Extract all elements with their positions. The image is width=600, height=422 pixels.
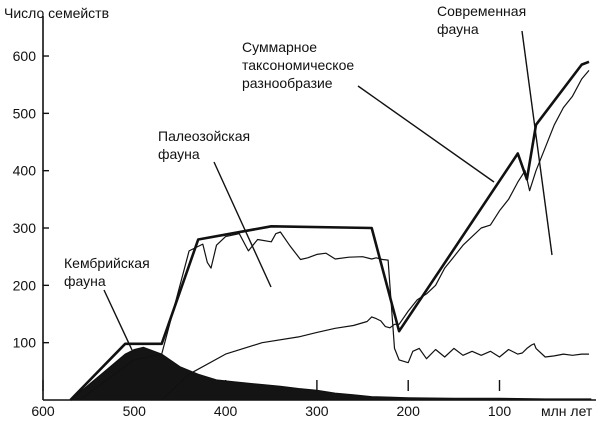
annotation-line: таксономическое (242, 57, 354, 73)
annotation-line: Современная (437, 3, 526, 19)
series-paleozoic-line (79, 231, 589, 401)
annotation-line: фауна (64, 273, 106, 289)
annotation-line: Палеозойская (158, 128, 250, 144)
y-tick-label: 100 (13, 335, 37, 351)
x-tick-label: 600 (31, 403, 55, 419)
annotation-line: Кембрийская (64, 255, 150, 271)
x-tick-label: 400 (214, 403, 238, 419)
y-tick-label: 200 (13, 277, 37, 293)
series-modern-line (161, 70, 590, 401)
y-tick-label: 300 (13, 220, 37, 236)
annotation-line: Суммарное (242, 39, 317, 55)
annotation-total: Суммарное таксономическое разнообразие (242, 39, 354, 91)
y-tick-label: 500 (13, 105, 37, 121)
axes (42, 16, 596, 401)
annotation-line: фауна (158, 146, 200, 162)
x-axis-title: млн лет (541, 403, 593, 419)
leader-cambrian (103, 289, 133, 351)
annotation-line: разнообразие (242, 75, 333, 91)
x-tick-label: 200 (397, 403, 421, 419)
x-tick-label: 300 (305, 403, 329, 419)
annotation-cambrian: Кембрийская фауна (64, 255, 150, 289)
annotation-modern: Современная фауна (437, 3, 526, 37)
series-cambrian-area (69, 346, 592, 401)
y-tick-label: 600 (13, 48, 37, 64)
series-total-line (69, 60, 590, 401)
y-tick-label: 400 (13, 163, 37, 179)
leader-modern (521, 30, 553, 256)
leader-paleozoic (213, 161, 272, 288)
x-tick-label: 500 (123, 403, 147, 419)
annotation-paleozoic: Палеозойская фауна (158, 128, 250, 162)
annotation-leaders (103, 30, 553, 351)
leader-total (357, 85, 495, 183)
y-axis-title: Число семейств (4, 5, 109, 21)
annotation-line: фауна (437, 21, 479, 37)
x-tick-label: 100 (488, 403, 512, 419)
